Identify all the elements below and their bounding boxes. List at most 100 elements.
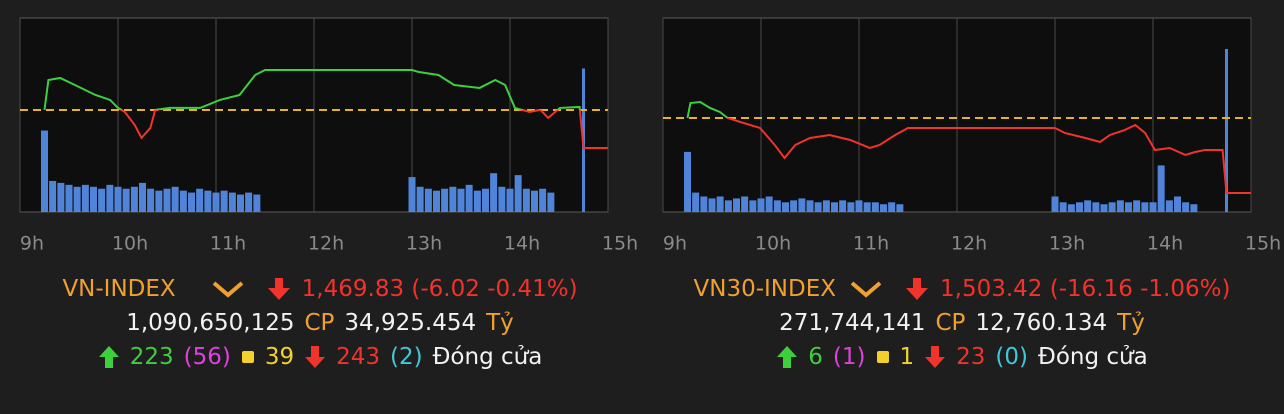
volume-bar <box>171 186 179 212</box>
x-tick-label: 15h <box>1245 233 1281 255</box>
volume-bar <box>798 198 806 212</box>
summary-header: VN30-INDEX 1,503.42 (-16.16 -1.06%) <box>642 276 1282 302</box>
up-arrow-icon <box>777 346 798 368</box>
volume-bar <box>220 190 228 212</box>
up-arrow-icon <box>98 346 119 368</box>
volume-bar <box>806 200 814 212</box>
volume-bar <box>490 173 498 212</box>
volume-bar <box>237 194 244 212</box>
volume-bar <box>1108 202 1116 212</box>
volume-bar <box>539 188 547 212</box>
volume-bar <box>782 202 789 212</box>
volume-bar <box>114 186 122 212</box>
volume-bar <box>106 184 114 212</box>
advances: 6 <box>808 344 823 370</box>
value-unit: Tỷ <box>486 310 514 336</box>
volume-bar <box>253 194 261 212</box>
volume-bar <box>408 177 416 212</box>
value-unit: Tỷ <box>1117 310 1145 336</box>
x-tick-label: 15h <box>602 233 638 255</box>
chevron-icon[interactable] <box>846 279 886 299</box>
volume-bar <box>822 200 830 212</box>
volume-bar <box>1225 49 1228 212</box>
volume-bar <box>212 192 220 212</box>
price-change: 1,503.42 (-16.16 -1.06%) <box>940 276 1231 302</box>
volume-unit: CP <box>304 310 335 336</box>
volume: 271,744,141 <box>779 310 926 336</box>
volume-bar <box>424 188 432 212</box>
x-tick-label: 10h <box>112 233 148 255</box>
volume-bar <box>188 192 195 212</box>
volume-bar <box>1067 204 1075 212</box>
price-line-down <box>687 117 1251 194</box>
volume-bar <box>433 190 440 212</box>
volume-bar <box>41 130 48 212</box>
volume-bar <box>416 186 424 212</box>
volume-bar <box>506 188 514 212</box>
volume-bar <box>871 202 879 212</box>
volume-bar <box>245 192 253 212</box>
x-tick-label: 10h <box>755 233 791 255</box>
volume-bar <box>1133 200 1141 212</box>
volume-bar <box>1165 200 1173 212</box>
status: Đóng cửa <box>1038 344 1148 370</box>
volume-bar <box>547 192 555 212</box>
chevron-icon[interactable] <box>208 279 248 299</box>
summary-header: VN-INDEX 1,469.83 (-6.02 -0.41%) <box>0 276 640 302</box>
charts: 9h 10h 11h 12h 13h 14h 15h 9h 10h 11h 12h 13h 14h 15h <box>19 17 1281 255</box>
status: Đóng cửa <box>432 344 543 370</box>
volume-bar <box>831 202 838 212</box>
volume-bar <box>147 188 155 212</box>
volume-bar <box>482 188 489 212</box>
volume-bar <box>684 151 691 212</box>
volume-bar <box>522 188 530 212</box>
volume: 1,090,650,125 <box>126 310 295 336</box>
volume-bar <box>757 198 765 212</box>
down-arrow-icon <box>267 278 290 300</box>
volume-unit: CP <box>935 310 966 336</box>
x-tick-label: 14h <box>504 233 540 255</box>
unchanged: 39 <box>264 344 295 370</box>
advances: 223 <box>129 344 174 370</box>
volume-bar <box>741 196 749 212</box>
price-change: 1,469.83 (-6.02 -0.41%) <box>301 276 578 302</box>
volume-bar <box>716 196 724 212</box>
volume-bar <box>1059 202 1067 212</box>
volume-bar <box>73 186 81 212</box>
volume-bar <box>155 190 163 212</box>
volume-bar <box>228 192 236 212</box>
volume-bar <box>1076 202 1083 212</box>
index-name: VN-INDEX <box>62 276 176 302</box>
volume-bar <box>1084 200 1092 212</box>
volume-bar <box>1174 196 1181 212</box>
volume-bar <box>765 196 773 212</box>
volume-bar <box>1051 196 1059 212</box>
volume-bar <box>863 202 871 212</box>
volume-bar <box>733 198 740 212</box>
unchanged-icon <box>876 351 889 363</box>
trade-value: 34,925.454 <box>344 310 477 336</box>
volume-bar <box>179 190 187 212</box>
summary-breadth: 223 (56) 39 243 (2) Đóng cửa <box>0 344 640 370</box>
volume-bar <box>1092 202 1100 212</box>
down-arrow-icon <box>305 346 326 368</box>
volume-bar <box>880 204 887 212</box>
volume-bar <box>855 200 863 212</box>
x-tick-label: 13h <box>406 233 442 255</box>
volume-bar <box>81 184 89 212</box>
ceiling: (1) <box>832 344 866 370</box>
price-line-down <box>44 109 608 149</box>
x-tick-label: 11h <box>853 233 889 255</box>
volume-bar <box>498 186 506 212</box>
volume-bar <box>139 182 146 212</box>
volume-bar <box>473 190 481 212</box>
ceiling: (56) <box>183 344 231 370</box>
declines: 23 <box>956 344 986 370</box>
volume-bar <box>531 190 538 212</box>
volume-bar <box>163 188 171 212</box>
down-arrow-icon <box>925 346 946 368</box>
summary-panel: VN-INDEX 1,469.83 (-6.02 -0.41%) 1,090,6… <box>0 0 640 414</box>
x-tick-label: 12h <box>308 233 344 255</box>
volume-bar <box>1116 200 1124 212</box>
volume-bar <box>130 186 138 212</box>
